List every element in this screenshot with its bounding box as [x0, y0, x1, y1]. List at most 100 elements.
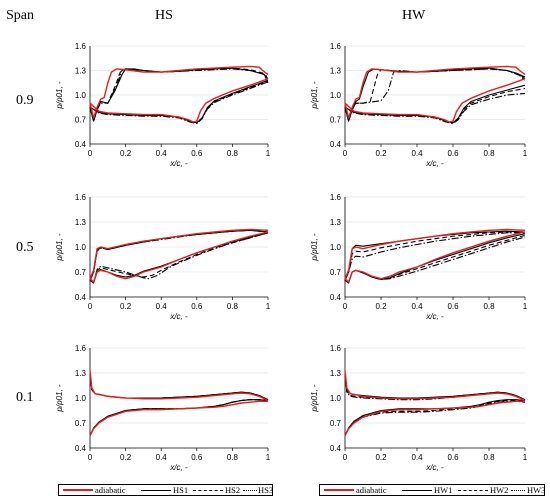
series-adiabatic-suction-line: [344, 370, 526, 402]
series-hs2-pressure-line: [89, 80, 269, 124]
y-tick-label: 0.7: [75, 419, 87, 428]
x-tick-label: 0.2: [120, 302, 132, 311]
x-tick-label: 0.2: [375, 302, 387, 311]
x-axis-label: x/c, -: [169, 312, 188, 321]
series-hs3-suction-line: [89, 229, 269, 281]
x-tick-label: 0.8: [227, 149, 239, 158]
x-tick-label: 0: [343, 302, 348, 311]
series-hw2-suction-line: [344, 372, 526, 401]
legend-hs-swatch-2: [193, 490, 223, 491]
series-adiabatic-pressure-line: [89, 231, 269, 283]
y-tick-label: 1.3: [75, 67, 87, 76]
legend-hs-label-2: HS2: [225, 485, 241, 495]
x-tick-label: 1: [266, 302, 271, 311]
panel-hw-0.9: 0.4 0.7 1.0 1.3 1.6 0 0.2 0.4 0.6 0.8 1 x/c, - p/p01…: [310, 42, 528, 168]
legend-hs-swatch-1: [141, 490, 171, 491]
legend-hs: adiabatic HS1 HS2 HS3: [58, 484, 273, 496]
y-tick-label: 1.0: [75, 394, 87, 403]
series-hs1-pressure-line: [89, 399, 269, 436]
x-tick-label: 1: [266, 149, 271, 158]
x-tick-label: 0: [343, 149, 348, 158]
x-tick-label: 0.6: [447, 453, 459, 462]
x-tick-label: 0.4: [156, 302, 168, 311]
x-tick-label: 0.6: [447, 149, 459, 158]
series-hw1-pressure-line: [344, 399, 526, 436]
y-axis-label: p/p01, -: [55, 233, 64, 261]
series-hw3-suction-line: [344, 68, 526, 122]
y-tick-label: 0.4: [330, 444, 342, 453]
y-tick-label: 1.3: [330, 369, 342, 378]
legend-hw-label-3: HW3: [527, 485, 546, 495]
series-adiabatic-pressure-line: [344, 400, 525, 436]
span-label-0.5: 0.5: [16, 240, 34, 255]
x-axis-label: x/c, -: [169, 159, 188, 168]
series-hs3-suction-line: [89, 68, 269, 122]
span-header: Span: [6, 8, 34, 23]
series-hw2-suction-line: [344, 231, 525, 281]
y-tick-label: 1.0: [330, 243, 342, 252]
y-tick-label: 1.0: [75, 91, 87, 100]
y-tick-label: 1.6: [330, 193, 342, 202]
x-tick-label: 0.6: [191, 453, 203, 462]
series-hs3-suction-line: [89, 372, 269, 401]
legend-hs-swatch-3: [243, 490, 257, 491]
series-adiabatic-pressure-line: [344, 78, 526, 123]
series-adiabatic-suction-line: [89, 228, 269, 279]
x-tick-label: 0.6: [191, 302, 203, 311]
x-tick-label: 0.4: [156, 453, 168, 462]
y-tick-label: 0.4: [75, 293, 87, 302]
series-hs3-pressure-line: [89, 399, 269, 436]
y-tick-label: 0.7: [330, 268, 342, 277]
x-axis-label: x/c, -: [169, 463, 188, 472]
x-tick-label: 0.8: [227, 453, 239, 462]
x-tick-label: 0.4: [411, 149, 423, 158]
legend-hw-swatch-1: [402, 490, 432, 491]
x-axis-label: x/c, -: [425, 159, 444, 168]
y-tick-label: 1.0: [330, 91, 342, 100]
series-hs2-pressure-line: [89, 232, 269, 284]
x-tick-label: 1: [523, 453, 528, 462]
y-tick-label: 1.3: [75, 369, 87, 378]
y-tick-label: 0.4: [330, 293, 342, 302]
y-tick-label: 0.7: [75, 268, 87, 277]
x-tick-label: 1: [523, 302, 528, 311]
panel-hs-0.9: 0.4 0.7 1.0 1.3 1.6 0 0.2 0.4 0.6 0.8 1 x/c, - p/p01…: [55, 42, 271, 168]
y-tick-label: 1.3: [75, 218, 87, 227]
series-hs2-suction-line: [89, 67, 269, 122]
series-adiabatic-suction-line: [344, 65, 526, 119]
legend-hs-label-adiabatic: adiabatic: [95, 485, 126, 495]
panel-hw-0.5: 0.4 0.7 1.0 1.3 1.6 0 0.2 0.4 0.6 0.8 1 x/c, - p/p01…: [310, 193, 528, 321]
y-tick-label: 0.7: [75, 116, 87, 125]
x-axis-label: x/c, -: [425, 463, 444, 472]
series-hs1-suction-line: [89, 372, 269, 401]
series-adiabatic-pressure-line: [344, 231, 526, 283]
series-hw2-pressure-line: [344, 87, 526, 124]
x-tick-label: 0.2: [120, 453, 132, 462]
series-hw3-pressure-line: [344, 92, 526, 125]
series-hs2-pressure-line: [89, 399, 269, 436]
legend-hw-swatch-adiabatic: [324, 489, 354, 491]
series-adiabatic-suction-line: [89, 370, 269, 402]
x-tick-label: 0.8: [483, 149, 495, 158]
x-tick-label: 0.2: [375, 149, 387, 158]
x-tick-label: 0: [88, 302, 93, 311]
y-tick-label: 1.6: [330, 42, 342, 51]
x-axis-label: x/c, -: [425, 312, 444, 321]
y-axis-label: p/p01, -: [55, 81, 64, 109]
legend-hw-label-1: HW1: [434, 485, 453, 495]
y-tick-label: 1.0: [75, 243, 87, 252]
series-adiabatic-suction-line: [89, 65, 269, 119]
y-tick-label: 1.6: [330, 344, 342, 353]
series-hw3-pressure-line: [344, 400, 526, 436]
series-hw1-suction-line: [344, 372, 526, 401]
series-adiabatic-suction-line: [344, 228, 526, 279]
y-tick-label: 0.7: [330, 419, 342, 428]
x-tick-label: 0: [88, 453, 93, 462]
x-tick-label: 0.6: [191, 149, 203, 158]
panel-hw-0.1: 0.4 0.7 1.0 1.3 1.6 0 0.2 0.4 0.6 0.8 1 x/c, - p/p01…: [310, 344, 528, 472]
x-tick-label: 1: [523, 149, 528, 158]
hw-header: HW: [402, 8, 426, 23]
span-label-0.1: 0.1: [16, 390, 34, 405]
x-tick-label: 0: [343, 453, 348, 462]
